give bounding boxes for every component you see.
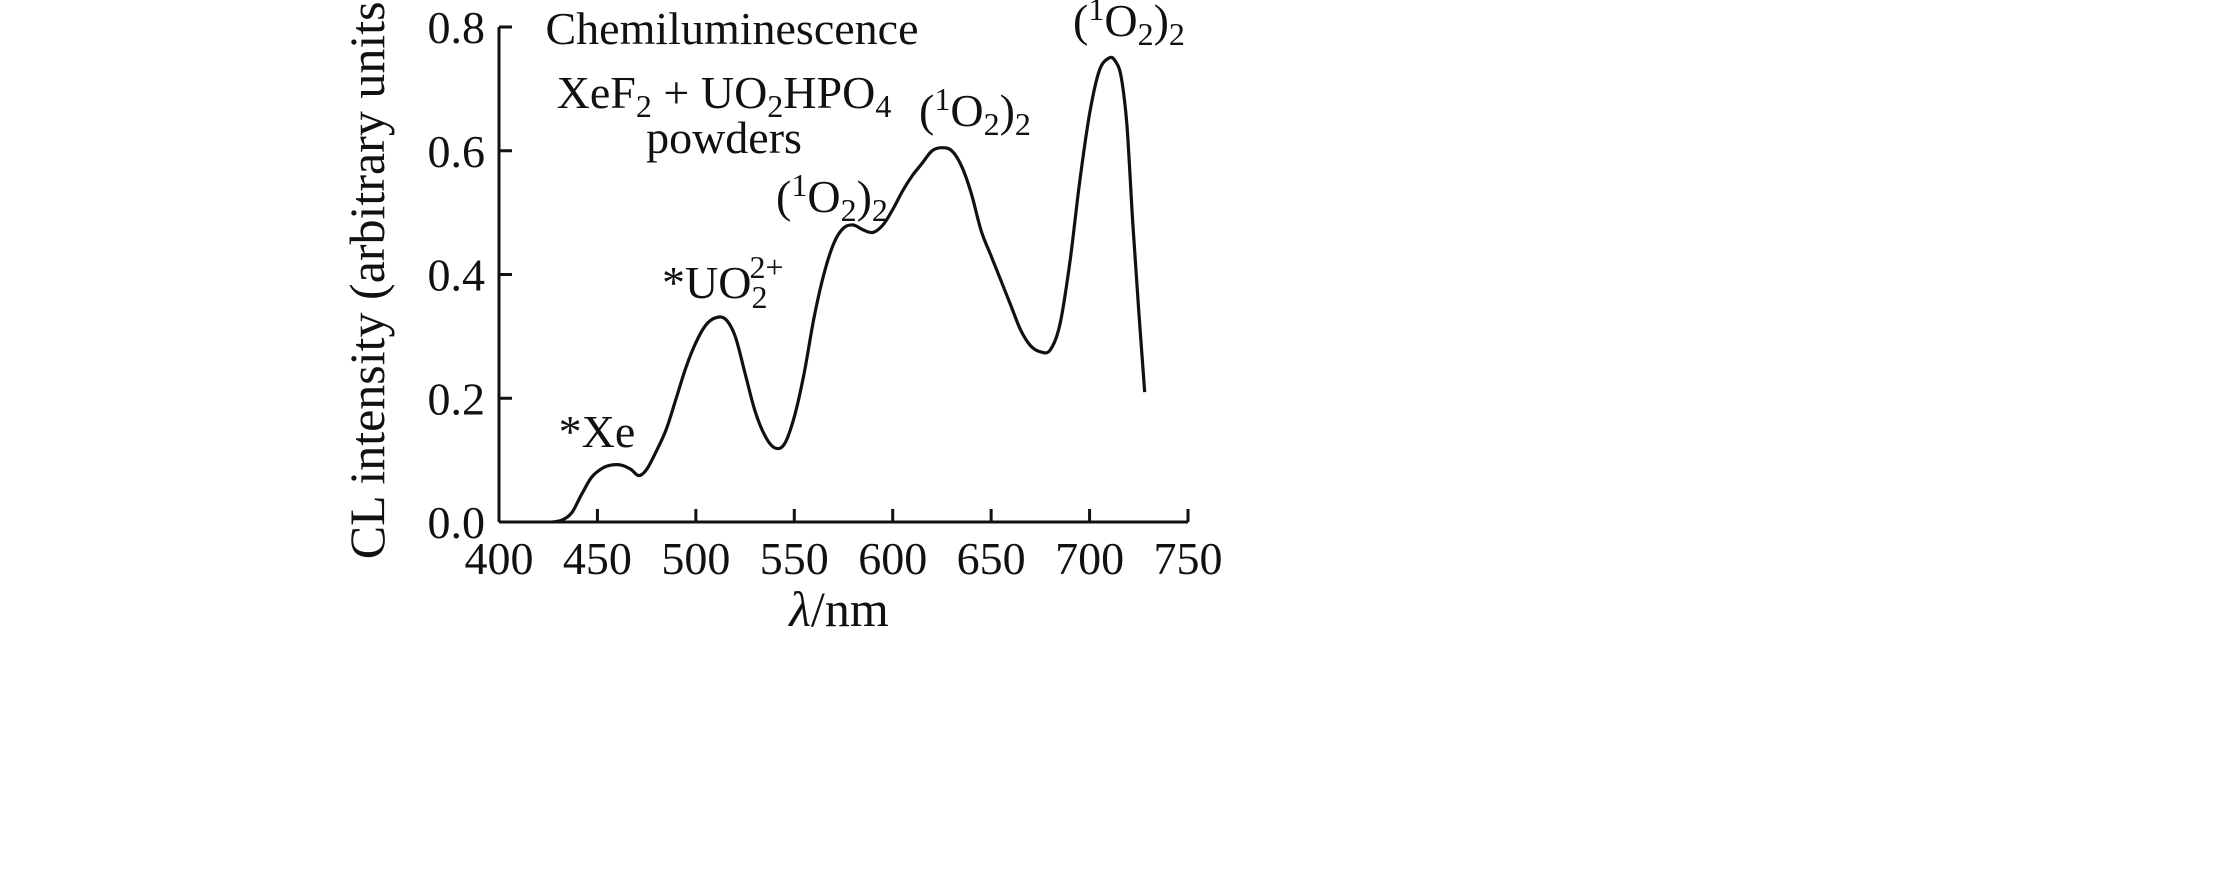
x-tick-label: 450 [563, 533, 632, 584]
peak-label-uranyl: *UO22+ [662, 249, 784, 315]
x-tick-label: 400 [465, 533, 534, 584]
y-tick-label: 0.8 [428, 2, 486, 53]
x-tick-label: 700 [1055, 533, 1124, 584]
peak-label-xe: *Xe [559, 406, 636, 457]
annotation-title: Chemiluminescence [546, 3, 919, 54]
peak-label-o2-580: (1O2)2 [776, 167, 888, 228]
axis-ticks [499, 25, 1190, 522]
x-tick-label: 600 [858, 533, 927, 584]
y-axis-title: CL intensity (arbitrary units) [339, 0, 395, 559]
x-axis-title: λ/nm [787, 581, 889, 637]
y-tick-label: 0.0 [428, 497, 486, 548]
svg-text:(1O2)2: (1O2)2 [1073, 0, 1185, 52]
peak-label-o2-630: (1O2)2 [919, 81, 1031, 142]
y-tick-label: 0.6 [428, 126, 486, 177]
annotation-reaction: XeF2 + UO2HPO4 [557, 67, 892, 124]
annotation-powders: powders [646, 112, 802, 163]
series-line-cl-spectrum [551, 55, 1147, 524]
svg-text:(1O2)2: (1O2)2 [776, 167, 888, 228]
tick-labels: 400 450 500 550 600 650 700 750 0.0 0.2 0.4 0.6 0.8 [428, 2, 1223, 584]
x-tick-label: 650 [957, 533, 1026, 584]
peak-label-o2-712: (1O2)2 [1073, 0, 1185, 52]
x-tick-label: 500 [661, 533, 730, 584]
y-tick-label: 0.2 [428, 373, 486, 424]
x-tick-label: 550 [760, 533, 829, 584]
y-tick-label: 0.4 [428, 250, 486, 301]
svg-text:(1O2)2: (1O2)2 [919, 81, 1031, 142]
x-tick-label: 750 [1154, 533, 1223, 584]
